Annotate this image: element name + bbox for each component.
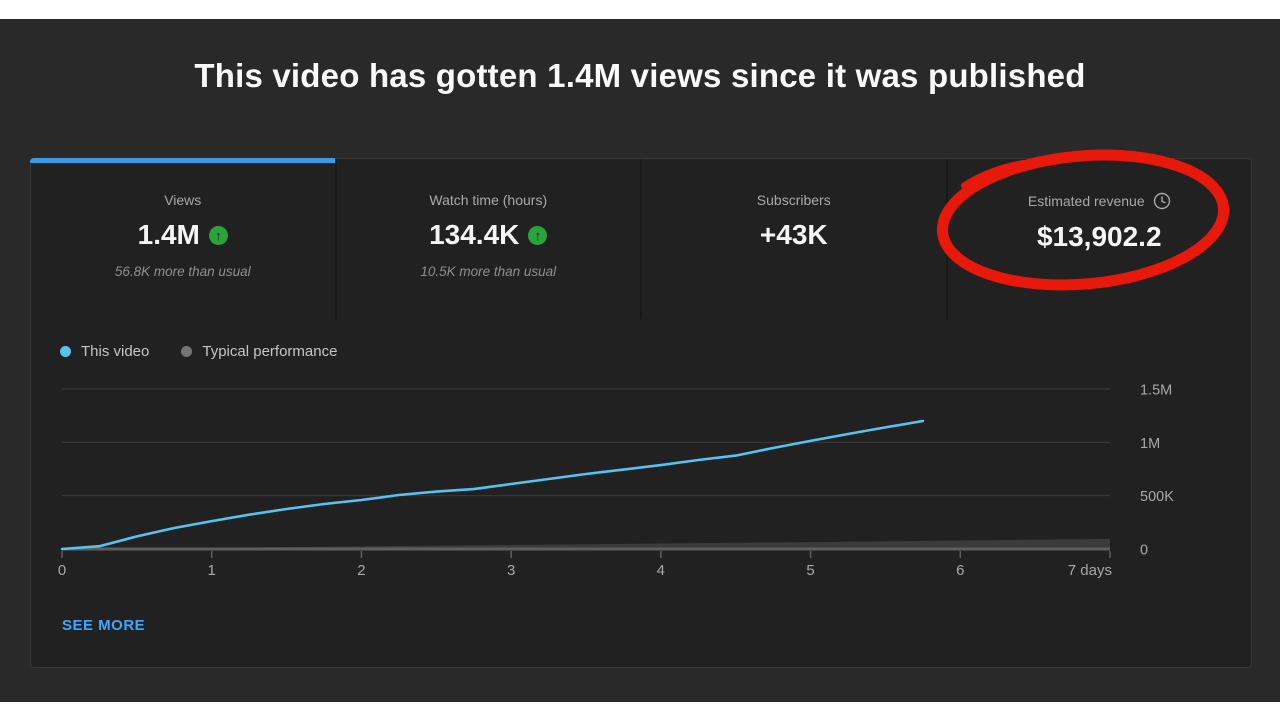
active-tab-indicator [30, 158, 335, 163]
tab-views-subtext: 56.8K more than usual [114, 264, 251, 279]
tab-watch-time-label: Watch time (hours) [429, 192, 548, 208]
typical-performance-dot-icon [181, 346, 193, 357]
tab-estimated-revenue-value: $13,902.2 [948, 221, 1252, 253]
tab-watch-time[interactable]: Watch time (hours) 134.4K ↑ 10.5K more t… [334, 159, 641, 319]
tab-subscribers-value: +43K [642, 219, 946, 251]
legend-item-typical-performance: Typical performance [181, 343, 337, 360]
metric-tabs: Views 1.4M ↑ 56.8K more than usual Watch… [30, 158, 1252, 319]
tab-estimated-revenue-label: Estimated revenue [948, 192, 1252, 210]
views-value-text: 1.4M [137, 219, 200, 250]
tab-subscribers[interactable]: Subscribers +43K [640, 159, 946, 319]
subscribers-value-text: +43K [759, 219, 828, 250]
estimated-revenue-label-text: Estimated revenue [1027, 193, 1145, 209]
clock-icon [1153, 192, 1170, 210]
revenue-value-text: $13,902.2 [1036, 221, 1162, 252]
x-axis-label-7 days: 7 days [1068, 562, 1112, 579]
tab-subscribers-label: Subscribers [756, 192, 831, 208]
this-video-line [60, 419, 925, 551]
legend-this-video-label: This video [81, 343, 150, 360]
x-axis-label-3: 3 [507, 562, 515, 579]
x-axis-label-4: 4 [657, 562, 665, 579]
watch-time-value-text: 134.4K [429, 219, 520, 250]
x-axis-label-6: 6 [956, 562, 964, 579]
tab-estimated-revenue[interactable]: Estimated revenue $13,902.2 [945, 159, 1252, 319]
legend-item-this-video: This video [60, 343, 149, 360]
bottom-white-strip [0, 702, 1280, 720]
x-axis-label-5: 5 [806, 562, 814, 579]
y-axis-label-1.5M: 1.5M [1140, 383, 1172, 399]
legend-typical-performance-label: Typical performance [202, 343, 338, 360]
trend-up-icon: ↑ [528, 225, 548, 245]
tab-watch-time-subtext: 10.5K more than usual [420, 264, 557, 279]
trend-up-icon: ↑ [208, 225, 228, 245]
x-axis-label-0: 0 [58, 562, 66, 579]
tab-watch-time-value: 134.4K ↑ [337, 219, 641, 251]
x-axis-label-2: 2 [357, 562, 365, 579]
typical-performance-band [62, 538, 1110, 549]
this-video-dot-icon [60, 346, 71, 357]
top-white-strip [0, 0, 1280, 19]
page-title: This video has gotten 1.4M views since i… [194, 57, 1086, 94]
y-axis-label-1M: 1M [1140, 436, 1160, 452]
tab-views[interactable]: Views 1.4M ↑ 56.8K more than usual [30, 158, 335, 319]
see-more-link[interactable]: SEE MORE [62, 617, 146, 634]
x-axis-label-1: 1 [208, 562, 216, 579]
tab-views-value: 1.4M ↑ [31, 219, 335, 251]
chart-legend: This video Typical performance [60, 343, 337, 360]
tab-views-label: Views [164, 192, 202, 208]
y-axis-label-0: 0 [1140, 543, 1148, 559]
y-axis-label-500K: 500K [1140, 489, 1174, 505]
views-line-chart: 0 500K 1M 1.5M 0 1 2 3 4 5 6 7 days [58, 383, 1174, 580]
